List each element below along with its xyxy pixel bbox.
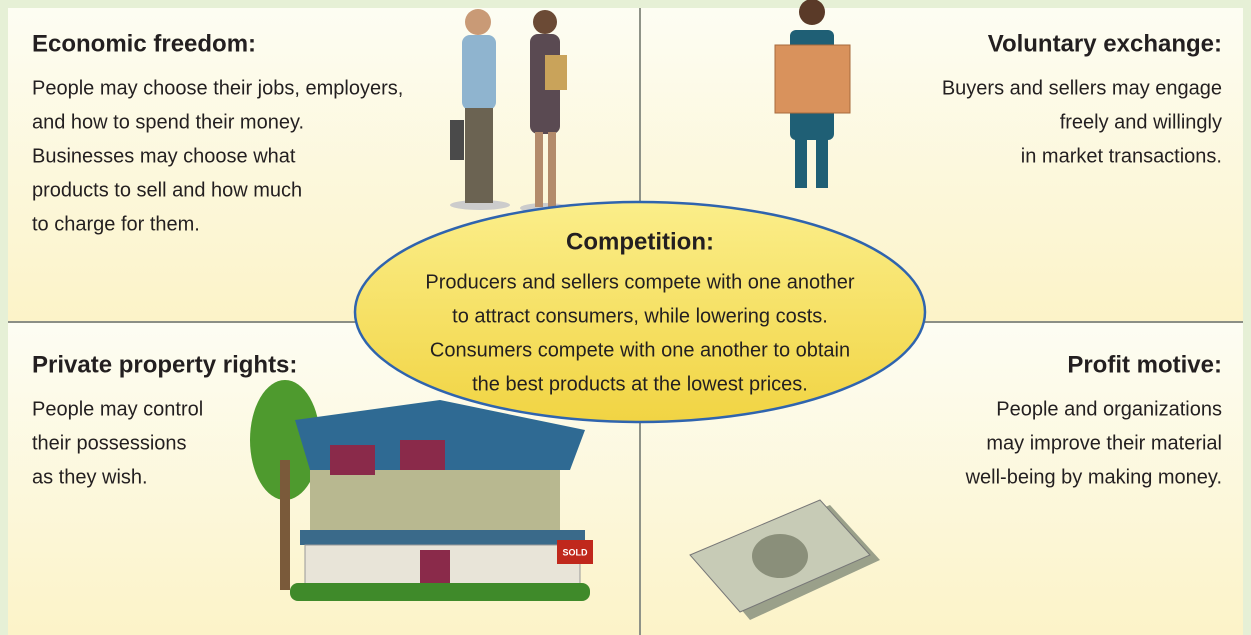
quadrant-text: as they wish.: [32, 466, 148, 488]
quadrant-text: well-being by making money.: [965, 466, 1222, 488]
money-illustration: [689, 499, 880, 620]
quadrant-text: Businesses may choose what: [32, 145, 296, 167]
quadrant-text: products to sell and how much: [32, 179, 302, 201]
quadrant-title: Profit motive:: [1067, 351, 1222, 378]
quadrant-text: may improve their material: [986, 432, 1222, 454]
quadrant-text: and how to spend their money.: [32, 111, 304, 133]
sign-text: SOLD: [562, 547, 588, 557]
people-illustration: [450, 9, 570, 213]
quadrant-text: to charge for them.: [32, 213, 200, 235]
center-text: Producers and sellers compete with one a…: [425, 271, 854, 293]
quadrant-text: Buyers and sellers may engage: [942, 77, 1222, 99]
house-illustration: SOLD: [250, 380, 593, 601]
quadrant-text: in market transactions.: [1021, 145, 1222, 167]
quadrant-text: People and organizations: [996, 398, 1222, 420]
quadrant-title: Voluntary exchange:: [988, 30, 1222, 57]
text-layer: Economic freedom: People may choose their…: [32, 30, 1222, 488]
center-text: to attract consumers, while lowering cos…: [452, 305, 828, 327]
quadrant-title: Economic freedom:: [32, 30, 256, 57]
quadrant-text: freely and willingly: [1060, 111, 1222, 133]
quadrant-text: People may control: [32, 398, 203, 420]
center-text: Consumers compete with one another to ob…: [430, 339, 850, 361]
center-text: the best products at the lowest prices.: [472, 373, 808, 395]
box-man-illustration: [774, 0, 851, 188]
quadrant-title: Private property rights:: [32, 351, 297, 378]
quadrant-text: People may choose their jobs, employers,: [32, 77, 403, 99]
quadrant-text: their possessions: [32, 432, 187, 454]
center-title: Competition:: [566, 228, 714, 255]
center-ellipse: [353, 200, 927, 424]
